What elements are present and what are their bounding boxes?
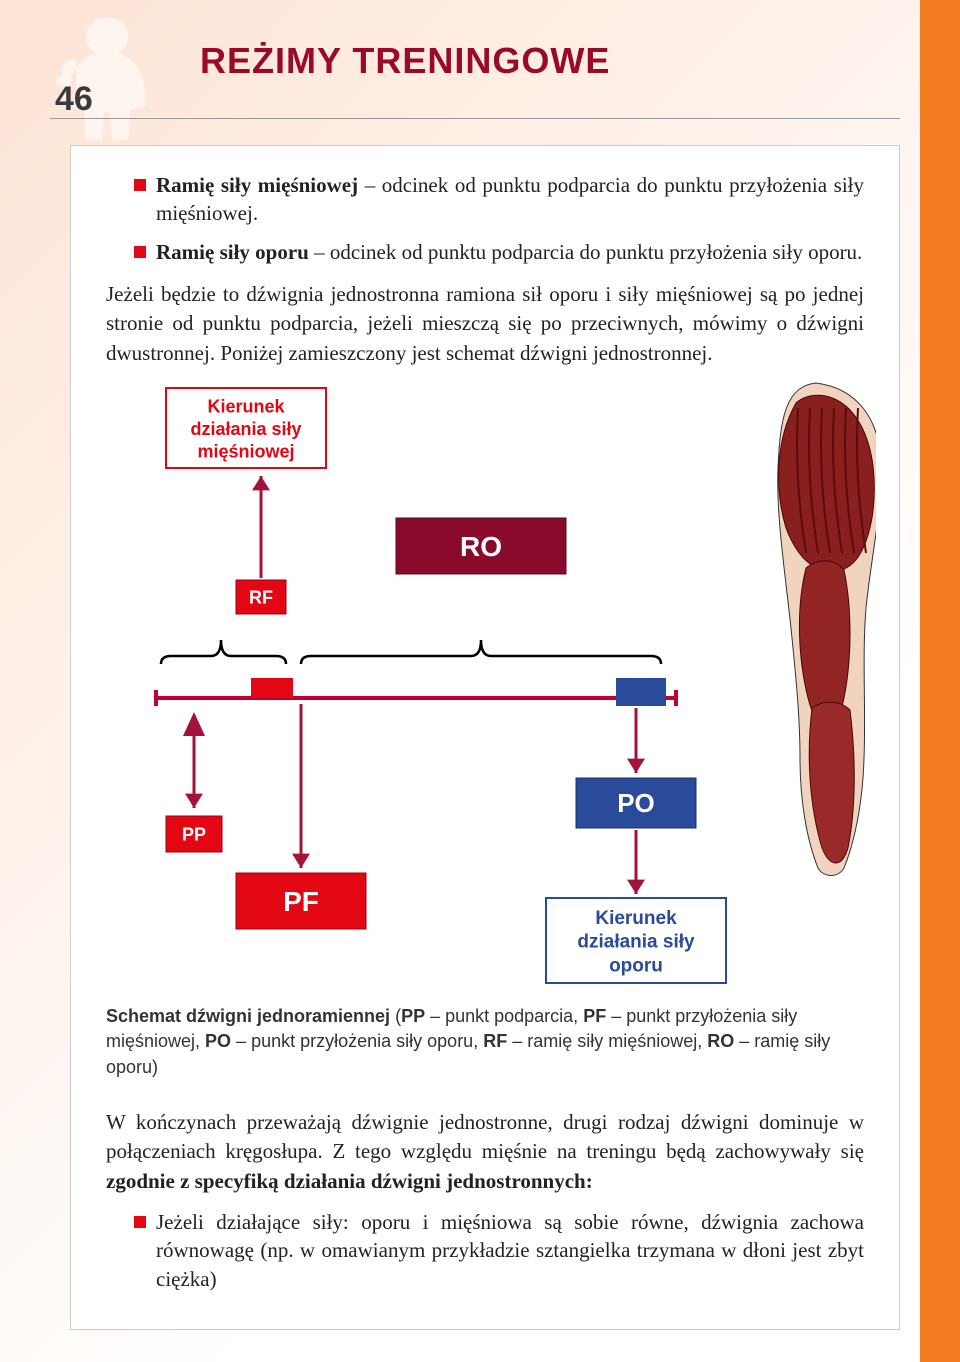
svg-text:PF: PF — [283, 886, 319, 917]
content-box: Ramię siły mięśniowej – odcinek od punkt… — [70, 145, 900, 1330]
svg-text:Kierunek: Kierunek — [207, 396, 285, 416]
bullet-item: Ramię siły oporu – odcinek od punktu pod… — [106, 238, 864, 266]
orange-side-strip — [920, 0, 960, 1362]
diagram-caption: Schemat dźwigni jednoramiennej (PP – pun… — [106, 1004, 864, 1080]
lever-diagram: Kierunekdziałania siłymięśniowejRFROPPPF… — [106, 378, 876, 998]
page-header: 46 REŻIMY TRENINGOWE — [0, 0, 920, 130]
svg-text:działania siły: działania siły — [190, 419, 301, 439]
svg-text:działania siły: działania siły — [577, 932, 695, 953]
bullet-item: Jeżeli działające siły: oporu i mięśniow… — [106, 1208, 864, 1293]
paragraph-limbs: W kończynach przeważają dźwignie jednost… — [106, 1108, 864, 1196]
page-title: REŻIMY TRENINGOWE — [200, 40, 610, 82]
bullet-square-icon — [134, 179, 146, 191]
svg-text:RF: RF — [249, 588, 273, 608]
para2-text: W kończynach przeważają dźwignie jednost… — [106, 1110, 864, 1163]
bullet-text: Jeżeli działające siły: oporu i mięśniow… — [156, 1208, 864, 1293]
bullet-list-bottom: Jeżeli działające siły: oporu i mięśniow… — [106, 1208, 864, 1293]
paragraph-intro: Jeżeli będzie to dźwignia jednostronna r… — [106, 280, 864, 368]
bullet-square-icon — [134, 1216, 146, 1228]
bullet-item: Ramię siły mięśniowej – odcinek od punkt… — [106, 171, 864, 228]
page-number: 46 — [55, 80, 93, 119]
svg-text:Kierunek: Kierunek — [595, 908, 677, 929]
svg-text:PP: PP — [182, 825, 206, 845]
bullet-list-top: Ramię siły mięśniowej – odcinek od punkt… — [106, 171, 864, 266]
svg-text:oporu: oporu — [609, 956, 663, 977]
bullet-square-icon — [134, 246, 146, 258]
para2-bold: zgodnie z specyfiką działania dźwigni je… — [106, 1169, 593, 1193]
bullet-text: Ramię siły oporu – odcinek od punktu pod… — [156, 238, 864, 266]
svg-text:PO: PO — [617, 788, 655, 818]
header-divider — [50, 118, 900, 119]
svg-text:mięśniowej: mięśniowej — [197, 441, 294, 461]
svg-text:RO: RO — [460, 531, 502, 562]
bullet-text: Ramię siły mięśniowej – odcinek od punkt… — [156, 171, 864, 228]
